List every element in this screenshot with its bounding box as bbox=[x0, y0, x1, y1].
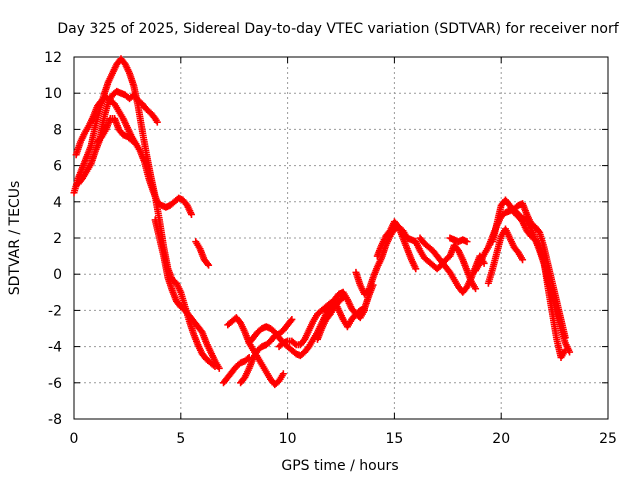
data-point bbox=[153, 118, 161, 126]
x-tick-label: 0 bbox=[70, 431, 79, 447]
y-tick-label: -8 bbox=[48, 412, 62, 428]
x-tick-label: 15 bbox=[385, 431, 403, 447]
y-tick-label: 4 bbox=[53, 195, 62, 211]
x-axis-label: GPS time / hours bbox=[281, 458, 398, 474]
y-tick-label: -4 bbox=[48, 340, 62, 356]
y-tick-label: 8 bbox=[53, 122, 62, 138]
data-point bbox=[205, 261, 213, 269]
y-tick-label: -6 bbox=[48, 376, 62, 392]
data-point bbox=[132, 140, 140, 148]
data-points bbox=[70, 55, 574, 389]
data-point bbox=[412, 265, 420, 273]
x-tick-label: 25 bbox=[599, 431, 617, 447]
y-tick-label: 2 bbox=[53, 231, 62, 247]
data-point bbox=[287, 317, 295, 325]
x-tick-label: 5 bbox=[176, 431, 185, 447]
y-tick-label: 0 bbox=[53, 267, 62, 283]
data-point bbox=[472, 285, 480, 293]
data-point bbox=[338, 295, 346, 303]
data-point bbox=[204, 260, 211, 268]
y-axis-label: SDTVAR / TECUs bbox=[7, 181, 23, 296]
data-point bbox=[519, 256, 527, 264]
data-point bbox=[561, 346, 569, 354]
data-point bbox=[463, 238, 471, 246]
axes: 0 5 10 15 20 25 -8 -6 -4 -2 0 2 4 6 8 10 12 bbox=[44, 50, 617, 447]
x-tick-label: 20 bbox=[492, 431, 510, 447]
y-tick-label: 10 bbox=[44, 86, 62, 102]
data-point bbox=[187, 210, 195, 218]
y-tick-label: 12 bbox=[44, 50, 62, 66]
y-tick-label: -2 bbox=[48, 303, 62, 319]
x-tick-label: 10 bbox=[279, 431, 297, 447]
chart-title: Day 325 of 2025, Sidereal Day-to-day VTE… bbox=[57, 21, 619, 37]
data-point bbox=[131, 139, 139, 147]
y-tick-label: 6 bbox=[53, 159, 62, 175]
data-point bbox=[279, 370, 287, 378]
data-point bbox=[339, 294, 347, 302]
data-point bbox=[215, 364, 223, 372]
data-point bbox=[288, 315, 296, 323]
data-point bbox=[291, 340, 299, 348]
